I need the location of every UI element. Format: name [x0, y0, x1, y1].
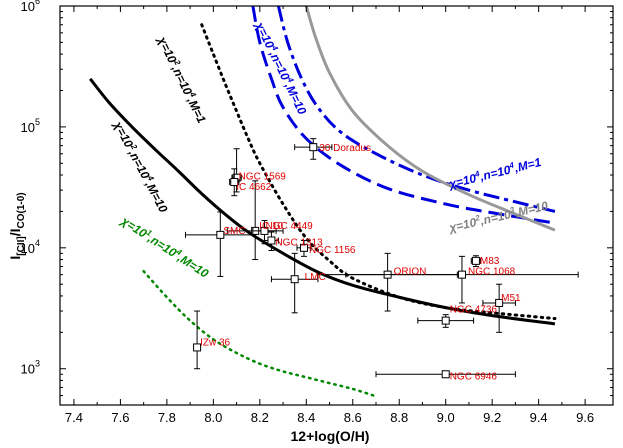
point-label: NGC 1569	[239, 172, 287, 183]
point-label: LMC	[305, 272, 326, 283]
data-point	[229, 168, 240, 197]
y-tick-label: 103	[21, 359, 40, 377]
point-label: NGC 6946	[450, 371, 498, 382]
curve-label-exponent: 4	[187, 90, 198, 99]
curve-label-exponent: 4	[473, 169, 481, 179]
model-curve-3	[276, 6, 556, 213]
x-tick-label: 7.8	[158, 410, 176, 425]
curve-label: χ=102,n=103,M=10	[446, 198, 550, 236]
x-tick-label: 7.4	[65, 410, 83, 425]
x-tick-label: 7.6	[111, 410, 129, 425]
plot-frame	[59, 5, 614, 406]
curve-label-text: ,M=1	[512, 155, 543, 175]
curve-label-text: χ=10	[446, 171, 478, 192]
point-marker	[299, 243, 308, 252]
data-point	[345, 255, 579, 304]
curve-label-exponent: 3	[509, 205, 516, 215]
data-point	[263, 231, 279, 252]
point-label: IC 10	[259, 221, 283, 232]
model-curve-1	[200, 23, 557, 321]
y-title-slash: /I	[7, 229, 23, 237]
curve-label-exponent: 2	[172, 58, 183, 67]
data-points	[184, 138, 579, 379]
point-label: ORION	[394, 267, 427, 278]
point-marker	[290, 275, 299, 284]
y-tick-label: 104	[21, 238, 40, 256]
y-title-sub2: CO(1-0)	[16, 192, 27, 228]
point-marker	[471, 256, 480, 265]
point-label: SMC	[223, 226, 245, 237]
point-marker	[441, 370, 450, 379]
curve-label-exponent: 2	[473, 213, 481, 223]
point-marker	[230, 178, 239, 187]
data-point	[193, 310, 202, 370]
point-marker	[309, 143, 318, 152]
curve-label-exponent: 4	[145, 173, 156, 183]
point-label: IZw 36	[200, 337, 230, 348]
x-tick-label: 9.2	[483, 410, 501, 425]
curve-label-exponent: 4	[174, 247, 184, 258]
point-label: NGC 1068	[468, 267, 516, 278]
model-curve-5	[304, 6, 556, 232]
data-point	[270, 252, 319, 314]
y-tick-label: 106	[21, 0, 40, 14]
point-label: NGC 4736	[450, 305, 498, 316]
x-tick-label: 8.2	[251, 410, 269, 425]
x-tick-label: 8.0	[204, 410, 222, 425]
y-title-sub1: [CII]	[16, 236, 27, 255]
point-label: NGC 1156	[309, 245, 356, 256]
curve-label-exponent: 1	[145, 228, 154, 238]
model-curve-4	[251, 6, 556, 225]
y-axis-title: I[CII]/ICO(1-0)	[7, 192, 27, 259]
model-curves	[89, 6, 557, 397]
curve-label-exponent: 2	[128, 142, 139, 152]
point-marker	[216, 230, 225, 239]
data-point	[375, 370, 516, 379]
axis-ticks: 7.4 7.6 7.8 8.0 8.2 8.4 8.6 8.8 9.0 9.2 9.4 9.6 103 1…	[21, 0, 613, 425]
y-title-i: I	[7, 256, 23, 260]
curve-label-text: χ=10	[446, 215, 478, 235]
data-point	[417, 314, 475, 328]
point-label: M51	[501, 293, 521, 304]
point-label: 30 Doradus	[319, 143, 371, 154]
data-point	[296, 239, 312, 257]
point-label: M83	[480, 256, 500, 267]
point-marker	[267, 236, 276, 245]
x-tick-label: 9.0	[437, 410, 455, 425]
x-tick-label: 8.4	[297, 410, 315, 425]
point-label: NGC 1313	[275, 237, 323, 248]
data-point	[482, 283, 516, 333]
point-marker	[441, 316, 450, 325]
curve-label-exponent: 4	[507, 160, 515, 170]
point-marker	[495, 298, 504, 307]
x-tick-label: 8.6	[344, 410, 362, 425]
point-marker	[457, 270, 466, 279]
x-tick-label: 8.8	[390, 410, 408, 425]
point-label: NGC 4449	[265, 221, 313, 232]
x-tick-label: 9.4	[530, 410, 548, 425]
point-marker	[260, 226, 269, 235]
point-marker	[193, 343, 202, 352]
x-axis-title: 12+log(O/H)	[291, 428, 370, 444]
x-tick-label: 9.6	[576, 410, 594, 425]
data-point	[470, 255, 482, 268]
y-tick-label: 105	[21, 117, 40, 135]
curve-label-exponent: 4	[285, 75, 296, 84]
model-curve-2	[142, 270, 375, 397]
point-label: IC 4662	[236, 182, 271, 193]
curve-label-exponent: 4	[269, 43, 280, 52]
data-point	[294, 138, 333, 160]
